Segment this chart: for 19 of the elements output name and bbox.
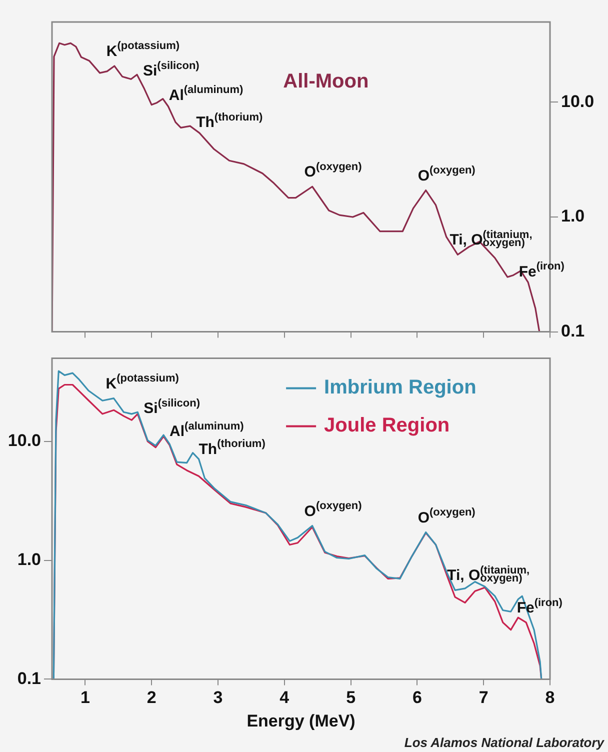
y-tick-label: 1.0	[561, 206, 585, 226]
x-tick-label: 4	[280, 688, 290, 708]
x-tick-label: 3	[213, 688, 223, 708]
y-tick-label: 10.0	[561, 92, 594, 111]
x-tick-label: 6	[412, 688, 422, 708]
x-tick-label: 2	[146, 688, 156, 708]
y-tick-label: 10.0	[8, 431, 41, 450]
legend-label: Joule Region	[324, 414, 450, 437]
x-tick-label: 5	[346, 688, 356, 708]
x-tick-label: 8	[545, 688, 555, 708]
text: Los Alamos National Laboratory	[404, 735, 605, 750]
x-tick-label: 1	[80, 688, 90, 708]
y-tick-label: 0.1	[17, 668, 41, 688]
y-tick-label: 1.0	[17, 550, 41, 569]
text: All-Moon	[283, 70, 369, 93]
x-tick-label: 7	[478, 688, 488, 708]
y-tick-label: 0.1	[561, 321, 585, 340]
x-axis-title: Energy (MeV)	[246, 711, 356, 730]
legend-label: Imbrium Region	[324, 376, 476, 399]
